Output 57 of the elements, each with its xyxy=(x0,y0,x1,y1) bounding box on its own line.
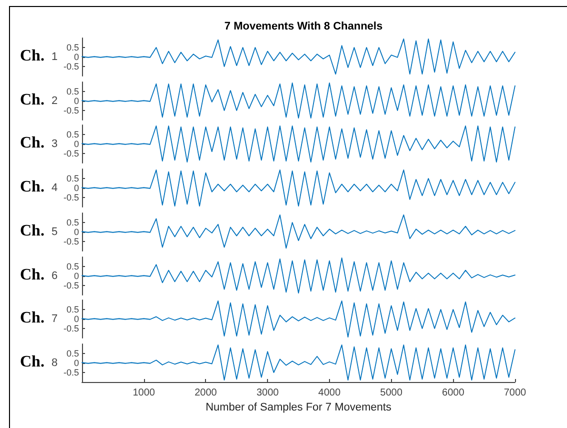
x-tick-label: 4000 xyxy=(318,387,341,398)
y-axis-title: 5 xyxy=(51,226,58,238)
text: Ch. xyxy=(20,222,44,240)
x-tick-label: 5000 xyxy=(380,387,403,398)
text: Ch. xyxy=(20,353,44,370)
y-axis-title: 2 xyxy=(51,94,58,107)
line-series xyxy=(82,82,516,118)
y-tick-label: -0.5 xyxy=(63,148,79,159)
y-tick-label: 0.5 xyxy=(66,86,79,96)
y-tick-label: 0 xyxy=(74,270,79,280)
line-series xyxy=(82,344,516,380)
text: Ch. xyxy=(20,310,44,327)
x-tick-label: 2000 xyxy=(194,387,218,398)
y-tick-label: -0.5 xyxy=(63,367,79,378)
y-tick-label: -0.5 xyxy=(63,105,79,116)
y-tick-label: 0.5 xyxy=(66,348,79,358)
chart-title: 7 Movements With 8 Channels xyxy=(224,20,383,32)
y-axis-title: 6 xyxy=(51,270,58,282)
y-tick-label: 0.5 xyxy=(66,304,79,315)
text: Ch. xyxy=(20,48,44,64)
y-tick-label: -0.5 xyxy=(63,62,79,72)
y-tick-label: -0.5 xyxy=(63,280,79,290)
y-tick-label: 0.5 xyxy=(66,130,79,140)
y-tick-label: -0.5 xyxy=(63,192,79,203)
y-axis-title: 8 xyxy=(51,356,58,369)
x-tick-label: 1000 xyxy=(132,387,156,398)
y-axis-title: 3 xyxy=(51,138,58,150)
y-tick-label: -0.5 xyxy=(63,236,79,246)
line-series xyxy=(82,126,516,163)
line-series xyxy=(82,214,516,248)
x-tick-label: 7000 xyxy=(504,387,527,398)
y-tick-label: 0 xyxy=(74,139,79,150)
y-tick-label: 0 xyxy=(74,52,79,62)
y-tick-label: 0 xyxy=(74,183,79,194)
x-axis-title: Number of Samples For 7 Movements xyxy=(206,401,392,414)
line-series xyxy=(82,170,516,207)
text: Ch. xyxy=(20,134,44,152)
y-tick-label: -0.5 xyxy=(63,324,79,334)
y-axis-title: 4 xyxy=(51,182,58,194)
y-tick-label: 0 xyxy=(74,358,79,368)
x-tick-label: 3000 xyxy=(256,387,280,398)
line-series xyxy=(82,300,516,338)
line-series xyxy=(82,38,516,75)
text: Ch. xyxy=(20,178,44,196)
x-tick-label: 6000 xyxy=(442,387,465,398)
line-series xyxy=(82,257,516,294)
y-tick-label: 0.5 xyxy=(66,42,79,52)
text: Ch. xyxy=(20,266,44,283)
y-axis-title: 7 xyxy=(51,313,58,326)
y-tick-label: 0 xyxy=(74,314,79,324)
y-tick-label: 0.5 xyxy=(66,261,79,271)
y-tick-label: 0 xyxy=(74,96,79,106)
y-axis-title: 1 xyxy=(51,51,58,63)
y-tick-label: 0.5 xyxy=(66,174,79,184)
text: Ch. xyxy=(20,91,44,108)
y-tick-label: 0 xyxy=(74,226,79,237)
y-tick-label: 0.5 xyxy=(66,217,79,228)
